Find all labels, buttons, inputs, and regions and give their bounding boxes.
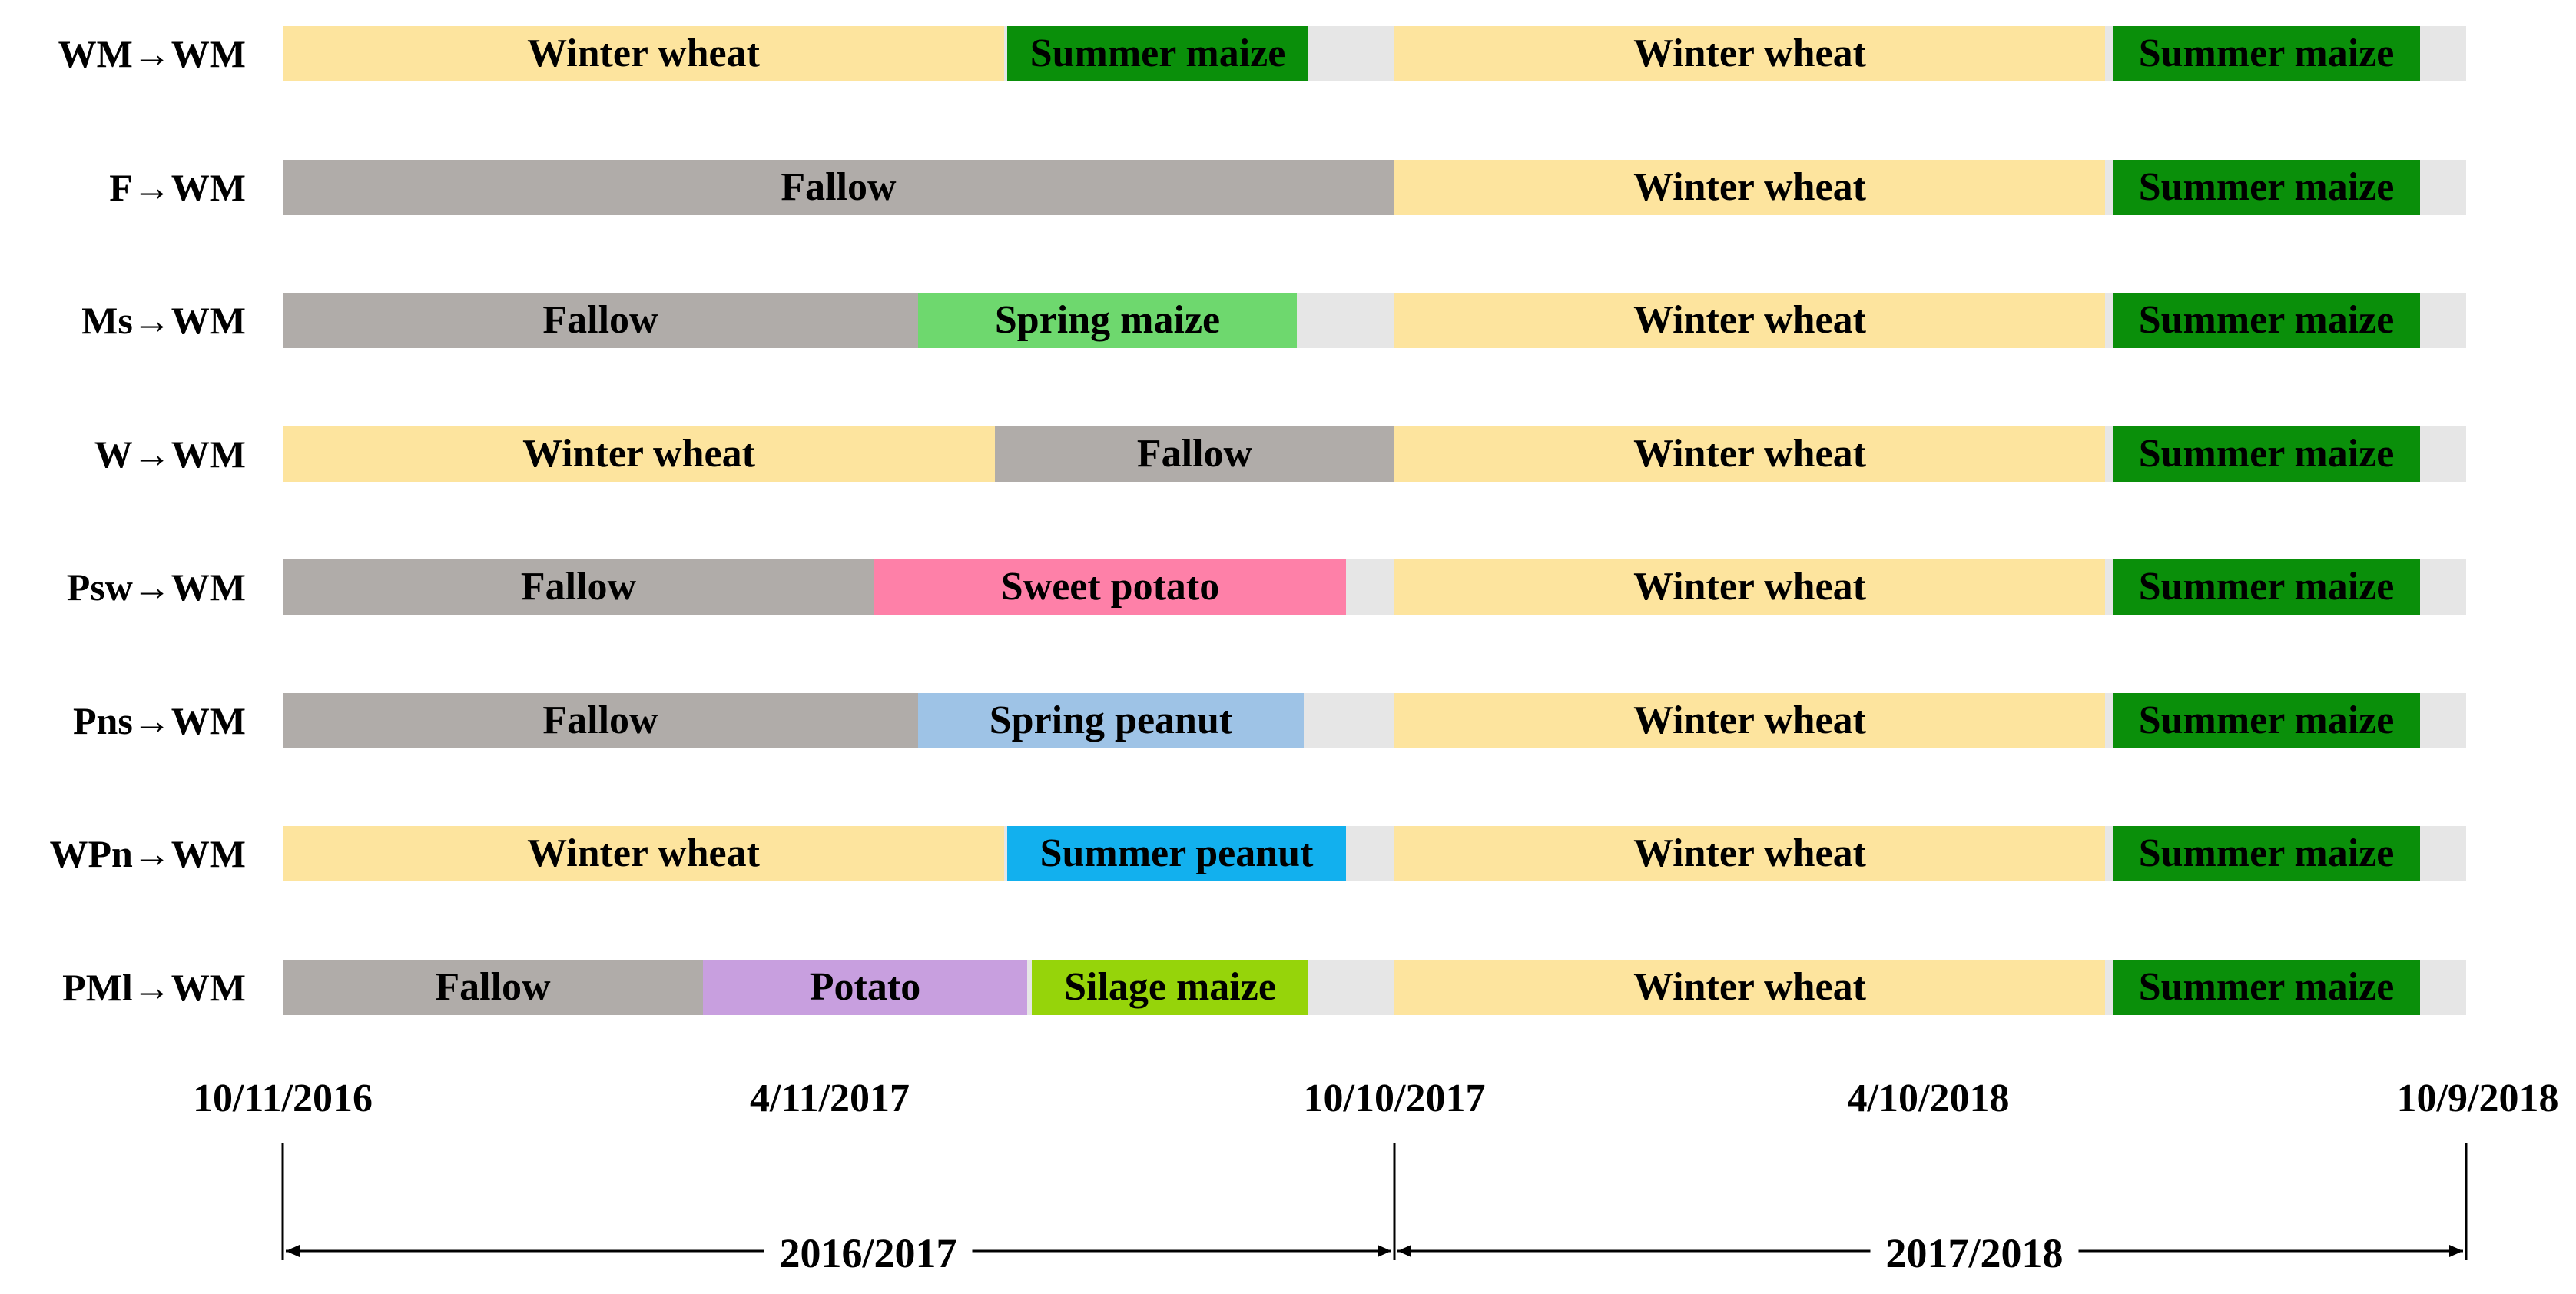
segment-winter-wheat: Winter wheat <box>1394 293 2105 348</box>
segment-sweet-potato: Sweet potato <box>874 559 1346 615</box>
segment-summer-maize: Summer maize <box>2113 559 2420 615</box>
row-label-pns-wm: Pns→WM <box>73 698 246 742</box>
segment-winter-wheat: Winter wheat <box>283 26 1004 81</box>
row-label-f-wm: F→WM <box>109 165 246 209</box>
segment-fallow: Fallow <box>283 159 1394 215</box>
arrow-right-icon <box>2449 1245 2463 1257</box>
segment-winter-wheat: Winter wheat <box>1394 559 2105 615</box>
season-label: 2017/2018 <box>1870 1229 2079 1277</box>
segment-spring-maize: Spring maize <box>918 293 1297 348</box>
segment-winter-wheat: Winter wheat <box>283 826 1004 881</box>
arrow-right-icon <box>1378 1245 1391 1257</box>
rotation-row: Winter wheat Fallow Winter wheat Summer mai… <box>283 426 2466 482</box>
segment-summer-maize: Summer maize <box>2113 692 2420 748</box>
segment-fallow: Fallow <box>283 959 703 1015</box>
date-label: 10/11/2016 <box>192 1077 373 1120</box>
row-label-psw-wm: Psw→WM <box>66 566 246 609</box>
row-label-wm-wm: WM→WM <box>58 32 246 75</box>
segment-fallow: Fallow <box>283 293 918 348</box>
segment-winter-wheat: Winter wheat <box>1394 159 2105 215</box>
season-label: 2016/2017 <box>764 1229 973 1277</box>
segment-potato: Potato <box>703 959 1027 1015</box>
rotation-row: Winter wheat Summer peanut Winter wheat Sum… <box>283 826 2466 881</box>
date-label: 4/10/2018 <box>1847 1077 2010 1120</box>
segment-winter-wheat: Winter wheat <box>1394 26 2105 81</box>
date-label: 10/9/2018 <box>2396 1077 2559 1120</box>
arrow-left-icon <box>286 1245 300 1257</box>
row-label-wpn-wm: WPn→WM <box>49 832 246 875</box>
rotation-row: Winter wheat Summer maize Winter wheat Summ… <box>283 26 2466 81</box>
segment-summer-maize: Summer maize <box>1007 26 1308 81</box>
segment-winter-wheat: Winter wheat <box>283 426 995 482</box>
segment-winter-wheat: Winter wheat <box>1394 426 2105 482</box>
segment-summer-maize: Summer maize <box>2113 959 2420 1015</box>
segment-summer-maize: Summer maize <box>2113 26 2420 81</box>
segment-winter-wheat: Winter wheat <box>1394 826 2105 881</box>
row-label-ms-wm: Ms→WM <box>81 299 246 342</box>
segment-winter-wheat: Winter wheat <box>1394 959 2105 1015</box>
segment-silage-maize: Silage maize <box>1032 959 1308 1015</box>
rotation-row: Fallow Sweet potato Winter wheat Summer mai… <box>283 559 2466 615</box>
date-label: 10/10/2017 <box>1303 1077 1486 1120</box>
segment-summer-maize: Summer maize <box>2113 426 2420 482</box>
segment-winter-wheat: Winter wheat <box>1394 692 2105 748</box>
rotation-row: Fallow Spring maize Winter wheat Summer mai… <box>283 293 2466 348</box>
segment-spring-peanut: Spring peanut <box>918 692 1304 748</box>
row-label-w-wm: W→WM <box>94 432 246 476</box>
segment-summer-peanut: Summer peanut <box>1007 826 1346 881</box>
segment-summer-maize: Summer maize <box>2113 826 2420 881</box>
segment-summer-maize: Summer maize <box>2113 293 2420 348</box>
row-label-pml-wm: PMl→WM <box>62 965 246 1009</box>
segment-summer-maize: Summer maize <box>2113 159 2420 215</box>
date-label: 4/11/2017 <box>749 1077 910 1120</box>
arrow-left-icon <box>1397 1245 1411 1257</box>
segment-fallow: Fallow <box>283 559 874 615</box>
rotation-row: Fallow Winter wheat Summer maize <box>283 159 2466 215</box>
rotation-row: Fallow Potato Silage maize Winter wheat Summ… <box>283 959 2466 1015</box>
segment-fallow: Fallow <box>995 426 1394 482</box>
segment-fallow: Fallow <box>283 692 918 748</box>
rotation-row: Fallow Spring peanut Winter wheat Summer ma… <box>283 692 2466 748</box>
